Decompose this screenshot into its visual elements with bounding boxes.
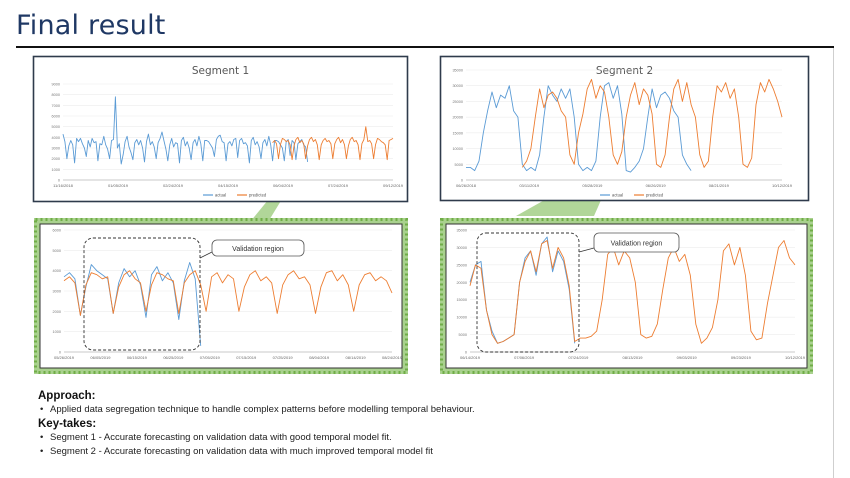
chart-title: Segment 1 [192,65,249,77]
title-divider [16,46,834,48]
annotation-box [593,232,680,253]
x-tick-label: 06/15/2019 [127,355,148,360]
x-tick-label: 07/15/2019 [236,355,257,360]
slide-edge-line [833,48,834,478]
x-tick-label: 06/26/2019 [646,183,667,188]
x-tick-label: 08/14/2019 [346,355,367,360]
y-tick-label: 0 [59,351,61,355]
predicted-series-line [469,240,796,344]
key-takes-heading: Key-takes: [38,418,97,430]
x-tick-label: 08/04/2019 [309,355,330,360]
y-tick-label: 10000 [456,316,467,320]
predicted-series-line [272,126,394,161]
page-title: Final result [16,10,166,41]
callout-dotted-border [440,218,813,374]
y-tick-label: 2000 [53,310,61,314]
y-tick-label: 25000 [452,100,463,104]
callout-dotted-border [34,218,408,374]
y-tick-label: 2000 [52,157,60,161]
legend-predicted-label: predicted [249,193,267,198]
y-tick-label: 30000 [452,84,463,88]
x-tick-label: 08/24/2019 [382,355,403,360]
y-tick-label: 5000 [53,249,61,253]
segment-2-validation-zoom-chart: 0 5000 10000 15000 20000 25000 30000 35000 06/14… [440,218,813,374]
actual-series-line [466,82,692,173]
x-tick-label: 10/12/2019 [785,355,806,360]
x-tick-label: 10/12/2019 [772,183,793,188]
legend-actual-label: actual [612,193,623,198]
y-tick-label: 6000 [52,115,60,119]
y-tick-label: 8000 [52,93,60,97]
x-tick-label: 06/04/2019 [273,183,294,188]
x-tick-label: 04/15/2019 [218,183,239,188]
x-tick-label: 11/16/2018 [53,183,73,188]
annotation-label: Validation region [232,246,284,253]
legend-predicted-label: predicted [646,193,664,198]
annotation-pointer [199,251,213,259]
segment-2-chart: Segment 2 0 5000 10000 15000 20000 25000 30000 3… [439,55,810,202]
x-tick-label: 02/24/2019 [163,183,184,188]
y-tick-label: 7000 [52,104,60,108]
key-take-bullet: • Segment 2 - Accurate forecasting on val… [40,446,433,457]
x-tick-label: 06/26/2018 [456,183,477,188]
annotation-label: Validation region [611,241,663,248]
predicted-series-line [521,78,783,168]
x-tick-label: 07/06/2019 [514,355,535,360]
chart-frame [32,55,409,203]
y-tick-label: 4000 [52,136,60,140]
x-tick-label: 07/25/2019 [273,355,294,360]
y-tick-label: 35000 [452,69,463,73]
y-tick-label: 20000 [452,116,463,120]
x-tick-label: 08/21/2019 [709,183,730,188]
x-tick-label: 05/28/2019 [582,183,603,188]
y-tick-label: 6000 [53,229,61,233]
x-tick-label: 07/24/2019 [568,355,589,360]
x-tick-label: 06/05/2019 [90,355,111,360]
y-tick-label: 9000 [52,83,60,87]
y-tick-label: 5000 [455,163,463,167]
x-tick-label: 06/14/2019 [460,355,481,360]
chart-title: Segment 2 [596,65,653,77]
y-tick-label: 3000 [53,290,61,294]
x-tick-label: 06/25/2019 [163,355,184,360]
y-tick-label: 20000 [456,281,467,285]
x-tick-label: 07/24/2019 [328,183,349,188]
x-tick-label: 05/26/2019 [54,355,75,360]
x-tick-label: 09/03/2019 [677,355,698,360]
annotation-pointer [578,247,595,253]
y-tick-label: 1000 [53,330,61,334]
x-tick-label: 09/12/2019 [383,183,404,188]
y-tick-label: 4000 [53,269,61,273]
key-take-bullet: • Segment 1 - Accurate forecasting on val… [40,432,392,443]
x-tick-label: 01/05/2019 [108,183,129,188]
x-tick-label: 08/13/2019 [622,355,643,360]
y-tick-label: 1000 [52,168,60,172]
y-tick-label: 5000 [459,333,467,337]
approach-heading: Approach: [38,390,96,402]
y-tick-label: 5000 [52,125,60,129]
y-tick-label: 10000 [452,147,463,151]
legend-actual-label: actual [215,193,226,198]
y-tick-label: 0 [465,351,467,355]
x-tick-label: 09/23/2019 [731,355,752,360]
actual-series-line [62,96,309,165]
segment-1-chart: Segment 1 0 1000 2000 3000 4000 5000 6000 7000 80… [32,55,409,203]
y-tick-label: 25000 [456,263,467,267]
y-tick-label: 0 [58,179,60,183]
y-tick-label: 30000 [456,246,467,250]
segment-1-validation-zoom-chart: 0 1000 2000 3000 4000 5000 6000 05/26/2019 06/05… [34,218,408,374]
annotation-box [211,239,305,257]
validation-region-box [476,232,580,353]
predicted-series-line [63,270,393,316]
y-tick-label: 35000 [456,229,467,233]
x-tick-label: 07/05/2019 [200,355,221,360]
y-tick-label: 15000 [452,131,463,135]
x-tick-label: 03/11/2019 [519,183,539,188]
summary-text: Approach: • Applied data segregation tech… [38,389,798,459]
approach-bullet: • Applied data segregation technique to h… [40,404,475,415]
y-tick-label: 3000 [52,147,60,151]
y-tick-label: 0 [461,179,463,183]
y-tick-label: 15000 [456,298,467,302]
